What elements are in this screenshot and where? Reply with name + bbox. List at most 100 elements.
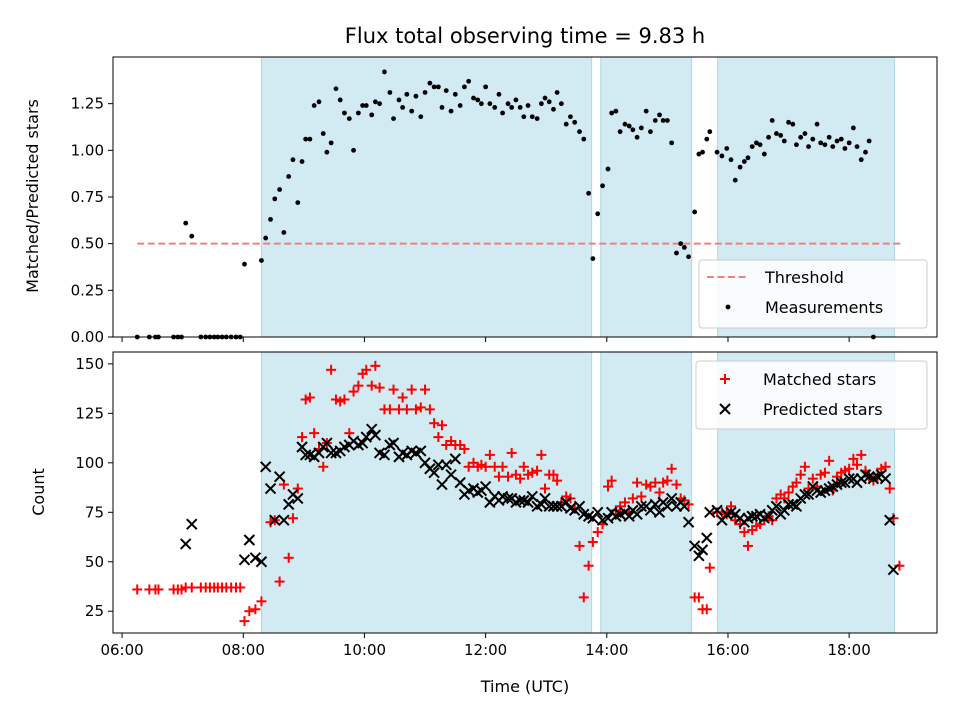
ratio-series-0-point [674, 250, 679, 256]
count-series-1-point [711, 504, 723, 517]
ratio-panel: 0.00 0.25 0.50 0.75 1.00 1.25 Threshold Measur… [23, 56, 928, 346]
ratio-series-0-point [422, 90, 428, 95]
count-series-0-point [384, 404, 395, 415]
count-series-1-point [522, 496, 534, 509]
x-tick-label: 06:00 [100, 641, 143, 659]
ratio-series-0-point [617, 129, 623, 135]
ratio-series-0-point [732, 177, 738, 183]
count-series-0-point [244, 606, 255, 617]
ratio-series-0-point [299, 159, 305, 164]
count-series-1-point [325, 447, 337, 459]
ratio-series-0-point [686, 254, 691, 260]
count-series-1-point [313, 447, 325, 459]
count-series-0-point [799, 461, 810, 472]
ratio-y-tick-label: 0.00 [71, 328, 104, 346]
count-series-0-point [807, 473, 818, 484]
count-series-0-point [250, 604, 261, 615]
count-series-0-point [592, 527, 603, 538]
ratio-series-0-point [766, 134, 771, 140]
ratio-series-0-point [802, 131, 808, 136]
count-y-tick-label: 100 [75, 454, 104, 472]
count-series-0-point [503, 471, 514, 482]
count-series-1-point [682, 516, 695, 528]
ratio-series-0-point [741, 159, 747, 164]
ratio-series-0-point [505, 101, 511, 107]
ratio-series-0-point [272, 196, 278, 202]
ratio-series-0-point [183, 220, 189, 226]
count-series-0-point [297, 432, 308, 443]
count-series-0-point [548, 469, 559, 480]
ratio-series-0-point [794, 142, 799, 148]
ratio-series-0-point [595, 211, 601, 217]
count-series-0-point [153, 584, 164, 595]
count-series-0-point [274, 576, 285, 587]
ratio-series-0-point [462, 84, 467, 90]
count-axes-frame [112, 351, 938, 634]
ratio-series-0-point [382, 69, 387, 75]
count-series-0-point [666, 463, 677, 474]
ratio-series-0-point [263, 235, 269, 241]
count-series-1-point [186, 518, 198, 530]
count-series-0-point [654, 487, 665, 498]
count-y-axis-label: Count [29, 468, 48, 516]
ratio-series-0-point [377, 101, 382, 107]
ratio-series-0-point [626, 123, 632, 129]
count-series-0-point [515, 473, 526, 484]
ratio-series-0-point [842, 146, 848, 151]
count-y-tick-label: 50 [85, 553, 104, 571]
ratio-series-0-point [814, 121, 820, 127]
ratio-ticks: 0.00 0.25 0.50 0.75 1.00 1.25 [71, 95, 850, 346]
count-series-0-point [856, 449, 867, 460]
ratio-series-0-point [328, 140, 334, 146]
ratio-series-0-point [396, 97, 402, 103]
count-series-0-point [693, 592, 704, 603]
count-series-0-point [574, 540, 585, 551]
count-series-1-point [770, 500, 783, 513]
ratio-series-0-point [363, 103, 369, 108]
ratio-series-0-point [826, 134, 832, 140]
ratio-series-0-point [700, 149, 705, 155]
ratio-series-0-point [189, 233, 195, 239]
ratio-series-0-point [790, 121, 796, 127]
count-series-1-point [843, 472, 855, 485]
count-series-1-point [665, 492, 678, 505]
count-series-0-point [406, 384, 417, 395]
count-series-0-point [353, 380, 364, 391]
count-series-0-point [374, 382, 385, 393]
ratio-series-0-point [457, 103, 463, 108]
count-series-0-point [619, 497, 630, 508]
x-axis-label: Time (UTC) [480, 677, 569, 696]
count-series-1-point [387, 437, 400, 449]
ratio-series-0-point [806, 144, 811, 150]
legend-measurements-label: Measurements [765, 298, 883, 317]
count-series-0-point [783, 487, 794, 498]
ratio-series-0-point [850, 125, 856, 131]
x-tick-label: 14:00 [585, 641, 628, 659]
count-series-0-point [410, 404, 421, 415]
count-series-1-point [292, 492, 304, 505]
count-series-1-point [835, 476, 847, 489]
count-series-1-point [479, 480, 492, 493]
count-observing-window-0 [260, 351, 593, 634]
count-series-0-point [587, 536, 598, 547]
ratio-series-0-point [281, 230, 287, 235]
count-series-1-point [573, 500, 586, 513]
ratio-series-0-point [719, 153, 725, 159]
ratio-series-0-point [854, 144, 860, 150]
count-series-1-point [635, 500, 648, 513]
ratio-series-0-point [286, 174, 292, 179]
count-series-0-point [701, 604, 712, 615]
ratio-series-0-point [681, 245, 687, 250]
ratio-series-0-point [761, 151, 767, 157]
ratio-series-0-point [452, 91, 458, 97]
ratio-series-0-point [830, 144, 836, 150]
count-series-0-point [348, 386, 359, 397]
ratio-series-0-point [372, 99, 378, 105]
count-series-1-point [440, 459, 452, 471]
ratio-series-0-point [714, 149, 720, 155]
count-series-0-point [283, 552, 294, 563]
count-series-0-point [326, 364, 337, 375]
count-series-0-point [848, 453, 859, 464]
count-series-0-point [884, 483, 895, 494]
